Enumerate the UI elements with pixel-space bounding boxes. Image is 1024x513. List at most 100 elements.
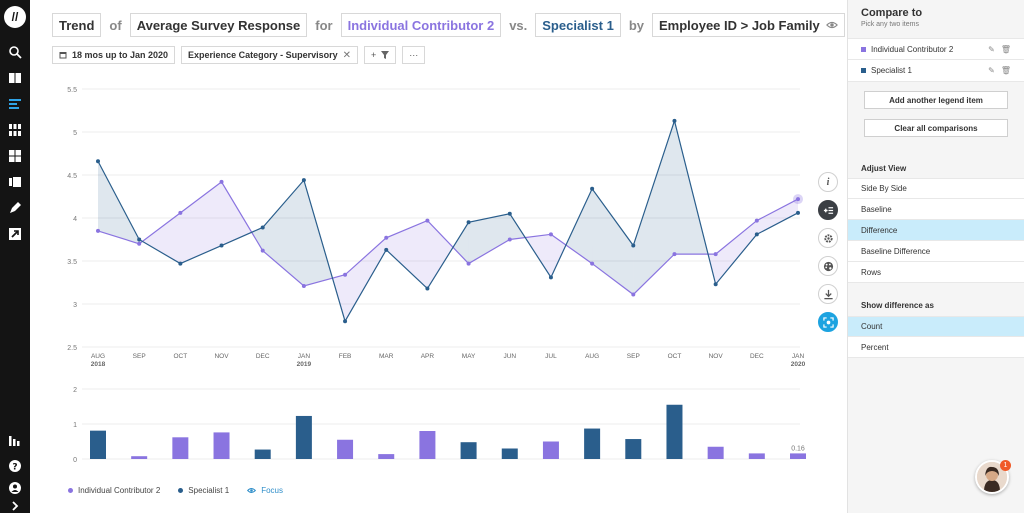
- legend-dot-b: [178, 488, 184, 493]
- x-year-label: 2019: [297, 361, 312, 368]
- item-b-pill[interactable]: Specialist 1: [535, 13, 621, 37]
- notification-badge[interactable]: 1: [1000, 460, 1011, 471]
- more-options-button[interactable]: ···: [402, 46, 426, 64]
- x-tick-label: OCT: [173, 353, 187, 360]
- data-point: [96, 228, 100, 233]
- y-tick-label: 3: [73, 302, 77, 309]
- add-legend-item-button[interactable]: Add another legend item: [864, 91, 1008, 109]
- y-tick-label: 4.5: [67, 173, 77, 180]
- bar-y-tick-label: 0: [73, 457, 77, 464]
- difference-bar: [542, 441, 559, 459]
- clear-comparisons-button[interactable]: Clear all comparisons: [864, 119, 1008, 137]
- data-point: [713, 252, 718, 257]
- support-avatar[interactable]: [975, 460, 1009, 494]
- comparison-icon[interactable]: [818, 200, 838, 220]
- data-point: [631, 243, 636, 248]
- grid-icon[interactable]: [7, 122, 23, 138]
- stories-icon[interactable]: [7, 174, 23, 190]
- x-tick-label: AUG: [91, 353, 105, 360]
- data-point: [548, 232, 553, 237]
- y-tick-label: 4: [73, 216, 77, 223]
- info-icon[interactable]: i: [818, 172, 838, 192]
- x-tick-label: APR: [421, 353, 435, 360]
- category-filter-label: Experience Category - Supervisory: [188, 50, 338, 60]
- bar-value-label: 0.16: [791, 445, 805, 452]
- difference-bar: [337, 439, 354, 459]
- brand-logo-icon[interactable]: //: [4, 6, 26, 28]
- gear-icon[interactable]: [818, 228, 838, 248]
- query-header: Trend of Average Survey Response for Ind…: [52, 13, 845, 37]
- focus-button[interactable]: Focus: [247, 486, 283, 495]
- item-a-pill[interactable]: Individual Contributor 2: [340, 13, 502, 37]
- data-point: [507, 237, 512, 242]
- view-option-difference[interactable]: Difference: [848, 220, 1024, 241]
- data-point: [425, 218, 430, 223]
- data-point: [466, 261, 471, 266]
- data-point: [754, 232, 759, 237]
- x-tick-label: JUL: [545, 353, 557, 360]
- export-arrow-icon[interactable]: [7, 226, 23, 242]
- left-nav: // ?: [0, 0, 30, 513]
- data-point: [425, 286, 430, 291]
- legend-item-b[interactable]: Specialist 1: [178, 486, 229, 495]
- legend-dot-a: [68, 488, 73, 493]
- eye-icon[interactable]: [825, 19, 838, 31]
- edit-icon[interactable]: ✎: [988, 66, 995, 75]
- line-chart-grid: 5.5 5 4.5 4 3.5 3 2.5: [67, 87, 800, 352]
- difference-bar: [295, 415, 312, 459]
- focus-mode-icon[interactable]: [818, 312, 838, 332]
- data-point: [713, 282, 718, 287]
- download-icon[interactable]: [818, 284, 838, 304]
- difference-area: [633, 120, 675, 295]
- compare-item-a[interactable]: Individual Contributor 2 ✎ 🗑: [848, 38, 1024, 60]
- view-option-baseline[interactable]: Baseline: [848, 199, 1024, 220]
- legend-label-a: Individual Contributor 2: [78, 486, 161, 495]
- difference-bar: [790, 453, 806, 459]
- diff-option-percent[interactable]: Percent: [848, 337, 1024, 358]
- diff-option-count[interactable]: Count: [848, 316, 1024, 337]
- trash-icon[interactable]: 🗑: [1000, 44, 1011, 54]
- add-filter-button[interactable]: +: [364, 46, 397, 64]
- show-difference-title: Show difference as: [861, 301, 934, 310]
- analysis-icon[interactable]: [7, 96, 23, 112]
- time-filter-chip[interactable]: 18 mos up to Jan 2020: [52, 46, 176, 64]
- edit-icon[interactable]: ✎: [988, 44, 995, 54]
- view-option-rows[interactable]: Rows: [848, 262, 1024, 283]
- trash-icon[interactable]: 🗑: [1000, 66, 1011, 75]
- close-icon[interactable]: ✕: [342, 49, 351, 61]
- view-option-side-by-side[interactable]: Side By Side: [848, 178, 1024, 199]
- difference-area: [715, 220, 757, 285]
- line-series-group: [96, 118, 803, 324]
- help-icon[interactable]: ?: [7, 458, 23, 474]
- dimension-pill[interactable]: Employee ID > Job Family: [651, 13, 845, 37]
- dashboard-icon[interactable]: [7, 148, 23, 164]
- difference-bar: [584, 428, 601, 459]
- of-label: of: [109, 17, 122, 33]
- difference-bar: [213, 432, 230, 459]
- compare-item-b-label: Specialist 1: [871, 66, 912, 75]
- reports-icon[interactable]: [7, 432, 23, 448]
- difference-bar: [90, 430, 106, 459]
- compare-item-a-label: Individual Contributor 2: [871, 44, 954, 54]
- metric-pill[interactable]: Average Survey Response: [129, 13, 308, 37]
- legend-item-a[interactable]: Individual Contributor 2: [68, 486, 160, 495]
- difference-fill-areas: [98, 120, 798, 322]
- difference-bar: [748, 453, 765, 459]
- data-point: [631, 292, 636, 297]
- search-icon[interactable]: [7, 44, 23, 60]
- view-option-baseline-difference[interactable]: Baseline Difference: [848, 241, 1024, 262]
- data-point: [590, 186, 595, 191]
- chart-type-pill[interactable]: Trend: [52, 13, 102, 37]
- difference-bar: [378, 454, 395, 459]
- pen-icon[interactable]: [7, 200, 23, 216]
- data-point: [796, 210, 800, 215]
- expand-nav-icon[interactable]: [7, 498, 23, 513]
- palette-icon[interactable]: [818, 256, 838, 276]
- category-filter-chip[interactable]: Experience Category - Supervisory ✕: [181, 46, 358, 64]
- bar-y-tick-label: 1: [73, 422, 77, 429]
- user-profile-icon[interactable]: [7, 480, 23, 496]
- compare-item-b[interactable]: Specialist 1 ✎ 🗑: [848, 60, 1024, 82]
- book-icon[interactable]: [7, 70, 23, 86]
